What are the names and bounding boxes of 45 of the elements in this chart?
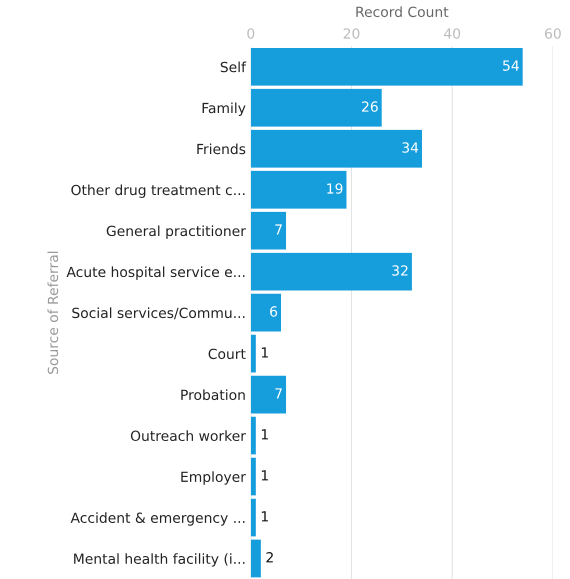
data-label: 19 — [327, 183, 342, 194]
bar — [250, 252, 412, 291]
y-tick-label: General practitioner — [106, 225, 246, 239]
y-tick-label: Mental health facility (i... — [74, 553, 244, 567]
x-axis-title: Record Count — [356, 6, 448, 18]
y-tick-label: Acute hospital service e... — [66, 266, 244, 280]
data-label: 1 — [262, 470, 268, 480]
bar — [250, 498, 256, 536]
data-label: 1 — [262, 429, 268, 440]
data-label: 26 — [362, 101, 378, 112]
y-tick-label: Self — [220, 62, 246, 72]
y-tick-label: Employer — [181, 471, 246, 485]
data-label: 2 — [266, 552, 273, 562]
y-tick-label: Court — [208, 348, 246, 360]
y-tick-label: Friends — [197, 143, 246, 154]
data-label: 34 — [402, 142, 418, 153]
data-label: 7 — [275, 224, 282, 235]
bar — [250, 416, 256, 454]
bar — [250, 88, 382, 127]
y-tick-label: Outreach worker — [130, 430, 246, 442]
x-tick-label: 60 — [545, 28, 561, 39]
data-label: 6 — [270, 306, 278, 317]
bar — [250, 334, 256, 372]
bar — [250, 212, 286, 250]
data-label: 1 — [262, 347, 268, 358]
data-label: 1 — [262, 511, 268, 522]
y-tick-label: Other drug treatment c... — [71, 184, 244, 198]
y-tick-label: Social services/Commu... — [72, 307, 244, 320]
y-axis-title: Source of Referral — [47, 252, 58, 374]
y-tick-label: Accident & emergency ... — [70, 512, 244, 526]
y-tick-label: Family — [202, 102, 246, 116]
data-label: 32 — [392, 265, 408, 276]
bar — [250, 294, 282, 332]
bar — [250, 48, 523, 86]
data-label: 54 — [503, 60, 519, 71]
x-tick-label: 20 — [344, 28, 360, 39]
y-tick-label: Probation — [181, 389, 245, 400]
bar — [250, 376, 286, 414]
bar — [250, 130, 422, 168]
bar — [250, 458, 256, 496]
data-label: 7 — [275, 388, 282, 398]
x-tick-label: 0 — [247, 28, 254, 39]
bar — [250, 170, 346, 209]
x-tick-label: 40 — [444, 28, 460, 39]
bar — [250, 540, 261, 578]
